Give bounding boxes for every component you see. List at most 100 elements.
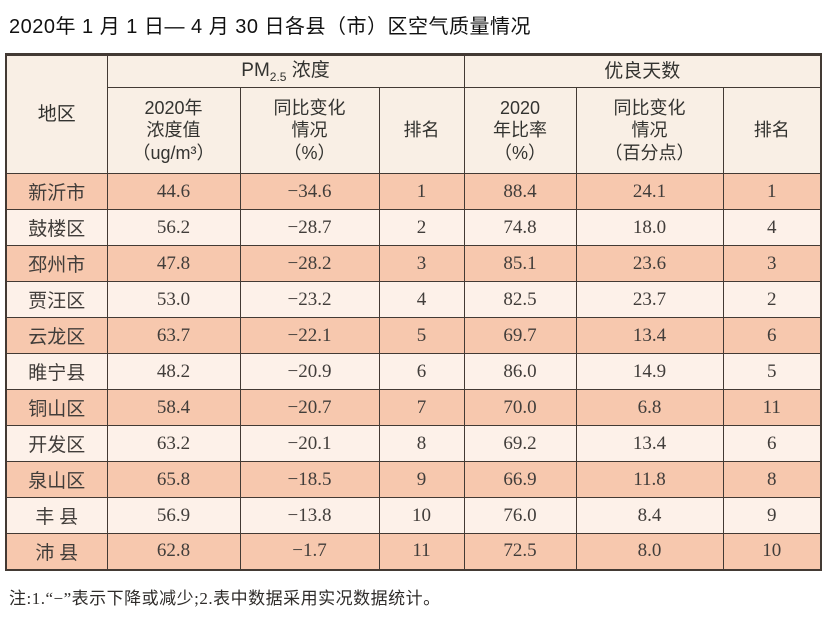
good-days-change-cell: 6.8 <box>575 389 724 426</box>
table-row: 新沂市 44.6 −34.6 1 88.4 24.1 1 <box>5 173 822 210</box>
region-cell: 云龙区 <box>5 317 108 354</box>
region-cell: 新沂市 <box>5 173 108 210</box>
table-row: 丰 县 56.9 −13.8 10 76.0 8.4 9 <box>5 497 822 534</box>
good-days-rank-cell: 6 <box>722 425 822 462</box>
pm25-value-cell: 62.8 <box>106 533 241 570</box>
good-days-ratio-cell: 69.2 <box>463 425 577 462</box>
pm25-change-cell: −28.2 <box>239 245 380 282</box>
col-header-concentration: 2020年 浓度值 （ug/m³） <box>106 87 241 174</box>
pm25-change-cell: −34.6 <box>239 173 380 210</box>
page-title: 2020年 1 月 1 日— 4 月 30 日各县（市）区空气质量情况 <box>9 16 532 38</box>
good-days-change-cell: 24.1 <box>575 173 724 210</box>
pm25-value-cell: 58.4 <box>106 389 241 426</box>
pm25-rank-cell: 8 <box>378 425 465 462</box>
good-days-rank-cell: 3 <box>722 245 822 282</box>
good-days-change-cell: 14.9 <box>575 353 724 390</box>
col-header-pm25-rank: 排名 <box>378 87 465 174</box>
pm25-rank-cell: 3 <box>378 245 465 282</box>
table-row: 贾汪区 53.0 −23.2 4 82.5 23.7 2 <box>5 281 822 318</box>
pm25-change-cell: −18.5 <box>239 461 380 498</box>
pm25-value-cell: 56.2 <box>106 209 241 246</box>
good-days-rank-cell: 9 <box>722 497 822 534</box>
good-days-ratio-cell: 69.7 <box>463 317 577 354</box>
table-row: 鼓楼区 56.2 −28.7 2 74.8 18.0 4 <box>5 209 822 246</box>
pm25-value-cell: 47.8 <box>106 245 241 282</box>
table-row: 开发区 63.2 −20.1 8 69.2 13.4 6 <box>5 425 822 462</box>
col-header-pm25-change: 同比变化 情况 （%） <box>239 87 380 174</box>
region-cell: 铜山区 <box>5 389 108 426</box>
good-days-change-cell: 13.4 <box>575 425 724 462</box>
pm25-change-cell: −22.1 <box>239 317 380 354</box>
table-row: 云龙区 63.7 −22.1 5 69.7 13.4 6 <box>5 317 822 354</box>
good-days-ratio-cell: 86.0 <box>463 353 577 390</box>
pm25-value-cell: 63.2 <box>106 425 241 462</box>
table-body: 新沂市 44.6 −34.6 1 88.4 24.1 1 鼓楼区 56.2 −2… <box>5 173 822 570</box>
footnote: 注:1.“−”表示下降或减少;2.表中数据采用实况数据统计。 <box>9 588 441 608</box>
col-group-pm25: PM2.5 浓度 <box>106 54 465 88</box>
pm25-change-cell: −13.8 <box>239 497 380 534</box>
region-cell: 邳州市 <box>5 245 108 282</box>
pm25-rank-cell: 6 <box>378 353 465 390</box>
pm25-value-cell: 65.8 <box>106 461 241 498</box>
pm25-rank-cell: 1 <box>378 173 465 210</box>
pm25-value-cell: 63.7 <box>106 317 241 354</box>
good-days-rank-cell: 6 <box>722 317 822 354</box>
pm25-rank-cell: 10 <box>378 497 465 534</box>
good-days-ratio-cell: 66.9 <box>463 461 577 498</box>
pm25-rank-cell: 5 <box>378 317 465 354</box>
col-header-ratio: 2020 年比率 （%） <box>463 87 577 174</box>
table-row: 泉山区 65.8 −18.5 9 66.9 11.8 8 <box>5 461 822 498</box>
good-days-rank-cell: 4 <box>722 209 822 246</box>
good-days-rank-cell: 10 <box>722 533 822 570</box>
good-days-ratio-cell: 76.0 <box>463 497 577 534</box>
region-cell: 开发区 <box>5 425 108 462</box>
good-days-change-cell: 8.0 <box>575 533 724 570</box>
good-days-rank-cell: 8 <box>722 461 822 498</box>
good-days-rank-cell: 5 <box>722 353 822 390</box>
table-row: 睢宁县 48.2 −20.9 6 86.0 14.9 5 <box>5 353 822 390</box>
pm25-change-cell: −20.7 <box>239 389 380 426</box>
pm25-rank-cell: 4 <box>378 281 465 318</box>
region-cell: 泉山区 <box>5 461 108 498</box>
region-cell: 鼓楼区 <box>5 209 108 246</box>
good-days-rank-cell: 2 <box>722 281 822 318</box>
pm25-change-cell: −20.1 <box>239 425 380 462</box>
pm25-value-cell: 53.0 <box>106 281 241 318</box>
good-days-rank-cell: 1 <box>722 173 822 210</box>
good-days-ratio-cell: 82.5 <box>463 281 577 318</box>
pm25-value-cell: 56.9 <box>106 497 241 534</box>
pm25-change-cell: −28.7 <box>239 209 380 246</box>
pm25-value-cell: 48.2 <box>106 353 241 390</box>
good-days-rank-cell: 11 <box>722 389 822 426</box>
pm25-label-subscript: 2.5 <box>269 69 287 84</box>
table-header: 地区 PM2.5 浓度 优良天数 2020年 浓度值 （ug/m³） 同比变化 … <box>5 54 822 174</box>
col-header-region: 地区 <box>5 54 108 174</box>
col-group-good-days: 优良天数 <box>463 54 822 88</box>
good-days-change-cell: 13.4 <box>575 317 724 354</box>
air-quality-table: 地区 PM2.5 浓度 优良天数 2020年 浓度值 （ug/m³） 同比变化 … <box>5 53 822 571</box>
pm25-rank-cell: 2 <box>378 209 465 246</box>
good-days-change-cell: 18.0 <box>575 209 724 246</box>
region-cell: 丰 县 <box>5 497 108 534</box>
good-days-change-cell: 23.6 <box>575 245 724 282</box>
good-days-ratio-cell: 74.8 <box>463 209 577 246</box>
col-header-ratio-rank: 排名 <box>722 87 822 174</box>
pm25-change-cell: −1.7 <box>239 533 380 570</box>
pm25-rank-cell: 7 <box>378 389 465 426</box>
region-cell: 贾汪区 <box>5 281 108 318</box>
col-header-ratio-change: 同比变化 情况 （百分点） <box>575 87 724 174</box>
pm25-label-suffix: 浓度 <box>286 59 330 81</box>
good-days-change-cell: 11.8 <box>575 461 724 498</box>
table-row: 邳州市 47.8 −28.2 3 85.1 23.6 3 <box>5 245 822 282</box>
table-row: 铜山区 58.4 −20.7 7 70.0 6.8 11 <box>5 389 822 426</box>
table-row: 沛 县 62.8 −1.7 11 72.5 8.0 10 <box>5 533 822 570</box>
region-cell: 睢宁县 <box>5 353 108 390</box>
good-days-change-cell: 23.7 <box>575 281 724 318</box>
pm25-change-cell: −23.2 <box>239 281 380 318</box>
pm25-value-cell: 44.6 <box>106 173 241 210</box>
good-days-ratio-cell: 72.5 <box>463 533 577 570</box>
good-days-ratio-cell: 70.0 <box>463 389 577 426</box>
region-cell: 沛 县 <box>5 533 108 570</box>
good-days-change-cell: 8.4 <box>575 497 724 534</box>
